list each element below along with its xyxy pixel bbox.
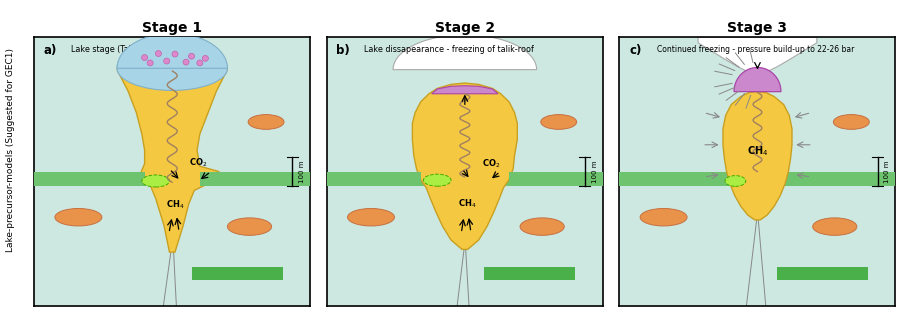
- Ellipse shape: [347, 208, 394, 226]
- Bar: [192, 267, 283, 280]
- Bar: [509, 172, 603, 186]
- Ellipse shape: [142, 175, 169, 187]
- Polygon shape: [734, 67, 781, 92]
- Text: 100 m: 100 m: [299, 160, 305, 183]
- Polygon shape: [698, 37, 817, 72]
- Bar: [34, 172, 310, 186]
- Circle shape: [156, 51, 161, 56]
- Text: 100 m: 100 m: [592, 160, 598, 183]
- Ellipse shape: [725, 176, 746, 186]
- Text: 100 m: 100 m: [885, 160, 890, 183]
- Ellipse shape: [541, 115, 577, 129]
- Text: Lake-precursor-models (Suggested for GEC1): Lake-precursor-models (Suggested for GEC…: [6, 48, 15, 252]
- Circle shape: [202, 56, 209, 61]
- Circle shape: [183, 59, 189, 65]
- Polygon shape: [412, 83, 517, 249]
- Polygon shape: [117, 33, 228, 68]
- Bar: [327, 172, 603, 186]
- Circle shape: [172, 51, 178, 57]
- Text: a): a): [44, 44, 58, 57]
- Polygon shape: [432, 86, 498, 94]
- Bar: [34, 172, 145, 186]
- Bar: [790, 172, 896, 186]
- Ellipse shape: [248, 115, 284, 129]
- Ellipse shape: [55, 208, 102, 226]
- Circle shape: [197, 60, 202, 66]
- Bar: [619, 172, 896, 186]
- Polygon shape: [393, 35, 536, 70]
- Bar: [200, 172, 310, 186]
- Ellipse shape: [423, 174, 451, 186]
- Text: CH$_4$: CH$_4$: [166, 198, 184, 211]
- Ellipse shape: [640, 208, 687, 226]
- Polygon shape: [117, 70, 228, 252]
- Ellipse shape: [117, 46, 228, 90]
- Title: Stage 3: Stage 3: [727, 21, 788, 35]
- Circle shape: [188, 53, 194, 59]
- Bar: [619, 172, 724, 186]
- Title: Stage 2: Stage 2: [435, 21, 495, 35]
- Bar: [34, 68, 310, 306]
- Text: CO$_2$: CO$_2$: [482, 158, 500, 170]
- Text: Lake stage (Talik formation): Lake stage (Talik formation): [71, 45, 184, 54]
- Text: CH$_4$: CH$_4$: [458, 197, 476, 210]
- Ellipse shape: [520, 218, 564, 235]
- Text: b): b): [337, 44, 350, 57]
- Text: c): c): [629, 44, 642, 57]
- Text: CH$_4$: CH$_4$: [747, 144, 769, 158]
- Circle shape: [147, 60, 153, 66]
- Ellipse shape: [833, 115, 869, 129]
- Bar: [777, 267, 868, 280]
- Polygon shape: [723, 92, 792, 220]
- Circle shape: [141, 55, 148, 61]
- Text: Lake dissapearance - freezing of talik-roof: Lake dissapearance - freezing of talik-r…: [364, 45, 534, 54]
- Bar: [484, 267, 575, 280]
- Text: CO$_2$: CO$_2$: [189, 156, 208, 169]
- Ellipse shape: [228, 218, 272, 235]
- Bar: [327, 172, 420, 186]
- Title: Stage 1: Stage 1: [142, 21, 202, 35]
- Text: Continued freezing - pressure build-up to 22-26 bar: Continued freezing - pressure build-up t…: [657, 45, 854, 54]
- Circle shape: [164, 58, 170, 64]
- Ellipse shape: [813, 218, 857, 235]
